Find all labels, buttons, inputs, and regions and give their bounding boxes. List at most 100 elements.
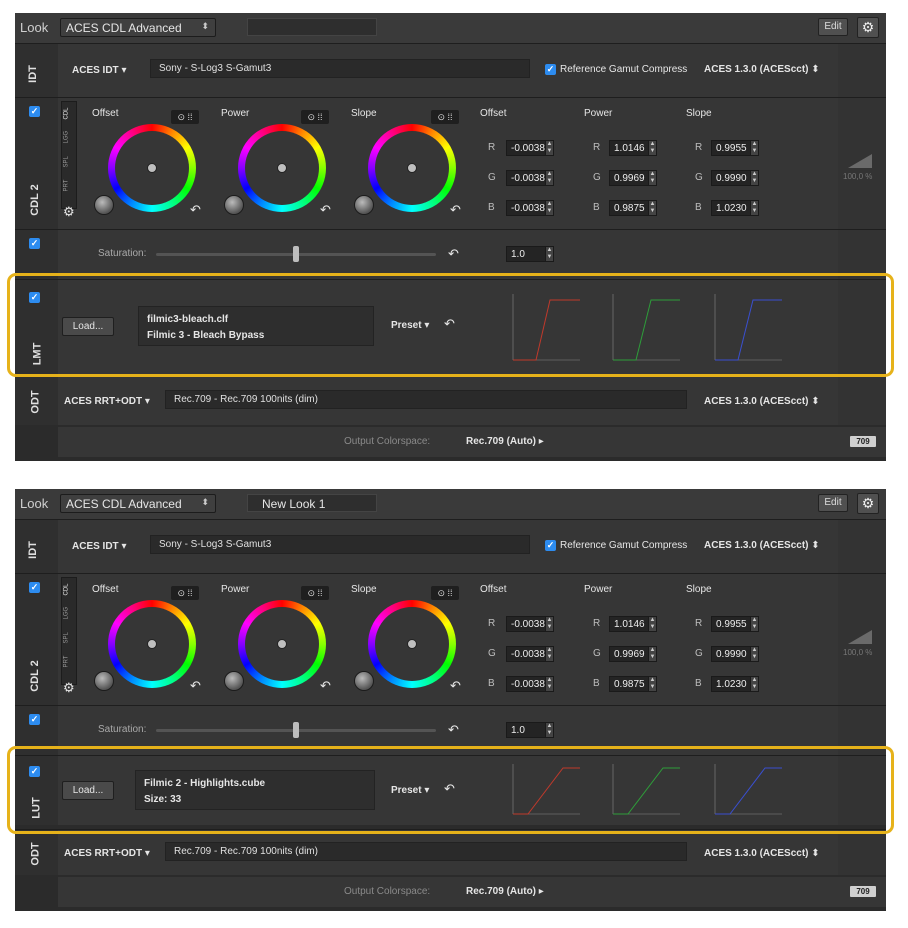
lut-side: ✓ LUT [15,756,58,825]
power-r-field[interactable]: 1.0146 ▲ ▼ [609,616,657,632]
idt-type-select[interactable]: ACES IDT ▾ [72,65,127,76]
lmt-checkbox[interactable]: ✓ [29,292,40,303]
lut-checkbox[interactable]: ✓ [29,766,40,777]
idt-value-field[interactable]: Sony - S-Log3 S-Gamut3 [150,59,530,78]
channel-r: R [695,618,703,629]
slope-b-field[interactable]: 1.0230 ▲ ▼ [711,200,759,216]
gear-icon[interactable]: ⚙ [857,493,879,514]
offset-r-field[interactable]: -0.0038 ▲ ▼ [506,616,554,632]
slope-wheel-buttons[interactable]: ⊙ ⁞⁞ [431,586,459,600]
offset-color-wheel[interactable] [108,600,196,688]
tab-cdl[interactable]: CDL [63,107,70,120]
saturation-slider-thumb[interactable] [293,722,299,738]
output-colorspace-select[interactable]: Rec.709 (Auto) ▸ [466,886,544,897]
tab-spl[interactable]: SPL [63,156,70,168]
saturation-checkbox[interactable]: ✓ [29,714,40,725]
cdl-enable-checkbox[interactable]: ✓ [29,582,40,593]
offset-g-field[interactable]: -0.0038 ▲ ▼ [506,646,554,662]
preset-menu[interactable]: Preset ▾ [391,320,430,331]
gear-icon[interactable]: ⚙ [63,204,75,219]
lmt-row: ✓ LMT Load... filmic3-bleach.clf Filmic 3… [15,279,886,375]
offset-wheel-buttons[interactable]: ⊙ ⁞⁞ [171,110,199,124]
power-r-field[interactable]: 1.0146 ▲ ▼ [609,140,657,156]
slope-master-knob[interactable] [354,671,374,691]
odt-type-select[interactable]: ACES RRT+ODT ▾ [64,848,150,859]
look-preset-select[interactable]: ACES CDL Advanced ⬍ [60,18,216,37]
tab-cdl[interactable]: CDL [63,583,70,596]
tab-prt[interactable]: PRT [63,179,70,192]
load-button[interactable]: Load... [62,781,114,800]
reset-arrow-icon[interactable]: ↶ [450,202,461,217]
power-color-wheel[interactable] [238,600,326,688]
gamut-compress-checkbox[interactable]: ✓ [545,64,556,75]
tab-lgg[interactable]: LGG [63,130,70,144]
odt-value-field[interactable]: Rec.709 - Rec.709 100nits (dim) [165,390,687,409]
reset-arrow-icon[interactable]: ↶ [190,678,201,693]
look-name-field[interactable] [247,18,377,36]
reset-arrow-icon[interactable]: ↶ [190,202,201,217]
idt-type-select[interactable]: ACES IDT ▾ [72,541,127,552]
power-b-field[interactable]: 0.9875 ▲ ▼ [609,676,657,692]
reset-arrow-icon[interactable]: ↶ [320,678,331,693]
power-wheel-buttons[interactable]: ⊙ ⁞⁞ [301,586,329,600]
slope-master-knob[interactable] [354,195,374,215]
saturation-field[interactable]: 1.0 ▲ ▼ [506,722,554,738]
power-b-field[interactable]: 0.9875 ▲ ▼ [609,200,657,216]
offset-wheel-buttons[interactable]: ⊙ ⁞⁞ [171,586,199,600]
edit-button[interactable]: Edit [818,18,848,36]
slope-g-field[interactable]: 0.9990 ▲ ▼ [711,170,759,186]
load-button[interactable]: Load... [62,317,114,336]
edit-button[interactable]: Edit [818,494,848,512]
gear-icon[interactable]: ⚙ [63,680,75,695]
output-colorspace-select[interactable]: Rec.709 (Auto) ▸ [466,436,544,447]
slope-wheel-buttons[interactable]: ⊙ ⁞⁞ [431,110,459,124]
idt-value-field[interactable]: Sony - S-Log3 S-Gamut3 [150,535,530,554]
idt-version-select[interactable]: ACES 1.3.0 (ACEScct) ⬍ [704,540,820,551]
cdl-right: 100,0 % [838,574,886,705]
cdl-enable-checkbox[interactable]: ✓ [29,106,40,117]
idt-right [838,44,886,97]
look-name-field[interactable]: New Look 1 [247,494,377,512]
gamut-compress-checkbox[interactable]: ✓ [545,540,556,551]
reset-arrow-icon[interactable]: ↶ [444,316,455,331]
odt-type-select[interactable]: ACES RRT+ODT ▾ [64,396,150,407]
offset-master-knob[interactable] [94,195,114,215]
offset-b-field[interactable]: -0.0038 ▲ ▼ [506,676,554,692]
slope-color-wheel[interactable] [368,600,456,688]
reset-arrow-icon[interactable]: ↶ [320,202,331,217]
saturation-slider-thumb[interactable] [293,246,299,262]
offset-r-field[interactable]: -0.0038 ▲ ▼ [506,140,554,156]
offset-g-field[interactable]: -0.0038 ▲ ▼ [506,170,554,186]
offset-master-knob[interactable] [94,671,114,691]
tab-spl[interactable]: SPL [63,632,70,644]
tab-prt[interactable]: PRT [63,655,70,668]
curve-green [612,294,680,361]
slope-b-field[interactable]: 1.0230 ▲ ▼ [711,676,759,692]
tab-lgg[interactable]: LGG [63,606,70,620]
reset-arrow-icon[interactable]: ↶ [444,781,455,796]
look-preset-select[interactable]: ACES CDL Advanced ⬍ [60,494,216,513]
gear-icon[interactable]: ⚙ [857,17,879,38]
slope-g-field[interactable]: 0.9990 ▲ ▼ [711,646,759,662]
slope-r-field[interactable]: 0.9955 ▲ ▼ [711,140,759,156]
saturation-field[interactable]: 1.0 ▲ ▼ [506,246,554,262]
idt-version-select[interactable]: ACES 1.3.0 (ACEScct) ⬍ [704,64,820,75]
slope-r-field[interactable]: 0.9955 ▲ ▼ [711,616,759,632]
power-master-knob[interactable] [224,195,244,215]
power-color-wheel[interactable] [238,124,326,212]
power-g-field[interactable]: 0.9969 ▲ ▼ [609,646,657,662]
power-g-field[interactable]: 0.9969 ▲ ▼ [609,170,657,186]
power-wheel-buttons[interactable]: ⊙ ⁞⁞ [301,110,329,124]
slope-color-wheel[interactable] [368,124,456,212]
saturation-checkbox[interactable]: ✓ [29,238,40,249]
offset-b-field[interactable]: -0.0038 ▲ ▼ [506,200,554,216]
odt-version-select[interactable]: ACES 1.3.0 (ACEScct) ⬍ [704,396,820,407]
preset-menu[interactable]: Preset ▾ [391,785,430,796]
odt-version-select[interactable]: ACES 1.3.0 (ACEScct) ⬍ [704,848,820,859]
reset-arrow-icon[interactable]: ↶ [450,678,461,693]
odt-value-field[interactable]: Rec.709 - Rec.709 100nits (dim) [165,842,687,861]
reset-arrow-icon[interactable]: ↶ [448,722,459,737]
reset-arrow-icon[interactable]: ↶ [448,246,459,261]
power-master-knob[interactable] [224,671,244,691]
offset-color-wheel[interactable] [108,124,196,212]
